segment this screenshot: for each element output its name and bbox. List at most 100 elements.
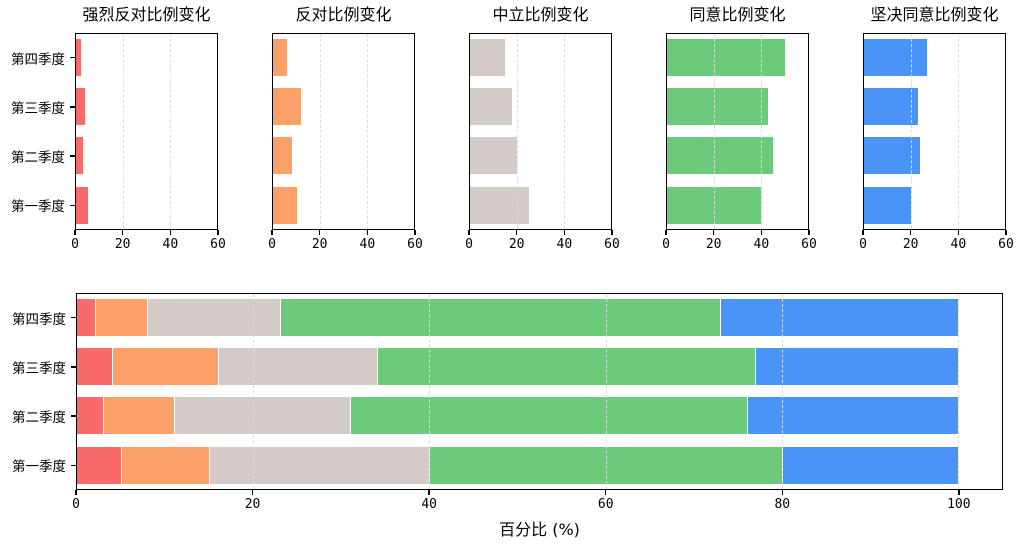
y-tick-label-q1: 第一季度 xyxy=(12,459,66,476)
disagree-bar-q1 xyxy=(273,186,297,224)
x-tick-mark xyxy=(910,230,912,235)
disagree-bar-q2 xyxy=(273,137,292,175)
gridline xyxy=(517,34,518,229)
x-tick-mark xyxy=(251,490,254,495)
y-tick-mark xyxy=(71,366,76,368)
x-tick-mark xyxy=(122,230,124,235)
stacked-percentage-q4-segment-3 xyxy=(279,298,721,336)
gridline xyxy=(781,294,783,489)
chart-title-strongly-agree: 坚决同意比例变化 xyxy=(870,5,999,24)
x-tick-label: 40 xyxy=(162,237,179,252)
x-tick-label: 40 xyxy=(950,237,967,252)
gridline xyxy=(605,294,607,489)
stacked-percentage-q4-segment-1 xyxy=(94,298,148,336)
x-tick-mark xyxy=(74,230,76,235)
subplot-agree xyxy=(666,33,809,230)
gridline xyxy=(761,34,762,229)
gridline xyxy=(958,34,959,229)
subplot-strongly-disagree xyxy=(75,33,218,230)
x-tick-label: 20 xyxy=(114,237,131,252)
x-tick-label: 20 xyxy=(508,237,525,252)
y-tick-label-q4: 第四季度 xyxy=(12,311,66,328)
y-tick-label-q1: 第一季度 xyxy=(11,199,65,216)
x-tick-label: 20 xyxy=(902,237,919,252)
x-tick-mark xyxy=(271,230,273,235)
gridline xyxy=(429,294,431,489)
x-tick-label: 40 xyxy=(556,237,573,252)
subplot-stacked-percentage xyxy=(76,293,1003,490)
strongly-agree-bar-q3 xyxy=(864,88,919,126)
strongly-disagree-bar-q4 xyxy=(76,38,81,76)
stacked-percentage-q4-segment-0 xyxy=(77,298,95,336)
x-tick-mark xyxy=(428,490,430,495)
x-tick-label: 20 xyxy=(311,237,328,252)
x-tick-label: 0 xyxy=(859,237,867,252)
stacked-percentage-q1-segment-4 xyxy=(781,446,958,484)
strongly-disagree-bar-q3 xyxy=(76,88,86,126)
x-axis-label: 百分比 (%) xyxy=(499,520,580,539)
neutral-bar-q4 xyxy=(470,38,506,76)
gridline xyxy=(123,34,124,229)
gridline xyxy=(170,34,171,229)
subplot-neutral xyxy=(469,33,612,230)
y-tick-mark xyxy=(71,464,76,467)
x-tick-mark xyxy=(414,230,416,235)
y-tick-label-q4: 第四季度 xyxy=(11,51,65,68)
x-tick-mark xyxy=(563,230,565,235)
stacked-percentage-q4-segment-2 xyxy=(147,298,280,336)
stacked-percentage-q4-segment-4 xyxy=(720,298,958,336)
y-tick-label-q3: 第三季度 xyxy=(12,360,66,377)
strongly-agree-bar-q2 xyxy=(864,137,921,175)
strongly-agree-bar-q1 xyxy=(864,186,911,224)
x-tick-label: 40 xyxy=(359,237,376,252)
x-tick-mark xyxy=(665,230,667,235)
y-tick-mark xyxy=(70,56,75,59)
x-tick-mark xyxy=(957,230,959,235)
gridline xyxy=(253,294,255,489)
subplot-disagree xyxy=(272,33,415,230)
stacked-percentage-q3-segment-1 xyxy=(112,348,218,386)
chart-title-strongly-disagree: 强烈反对比例变化 xyxy=(82,5,211,24)
agree-bar-q4 xyxy=(667,38,785,76)
x-tick-label: 60 xyxy=(998,237,1014,252)
y-tick-mark xyxy=(71,316,76,319)
agree-bar-q2 xyxy=(667,137,773,175)
strongly-agree-bar-q4 xyxy=(864,38,928,76)
x-tick-mark xyxy=(808,230,810,235)
gridline xyxy=(564,34,565,229)
gridline xyxy=(714,34,715,229)
neutral-bar-q2 xyxy=(470,137,517,175)
stacked-percentage-q2-segment-1 xyxy=(103,397,174,435)
stacked-percentage-q2-segment-3 xyxy=(350,397,747,435)
x-tick-mark xyxy=(713,230,715,235)
x-tick-label: 20 xyxy=(705,237,722,252)
x-tick-mark xyxy=(75,490,77,495)
chart-title-disagree: 反对比例变化 xyxy=(295,5,392,24)
x-tick-label: 0 xyxy=(268,237,276,252)
y-tick-mark xyxy=(70,106,75,108)
x-tick-mark xyxy=(611,230,613,235)
stacked-percentage-q1-segment-0 xyxy=(77,446,122,484)
chart-title-neutral: 中立比例变化 xyxy=(492,5,589,24)
x-tick-mark xyxy=(217,230,219,235)
x-tick-mark xyxy=(366,230,368,235)
x-tick-label: 60 xyxy=(801,237,817,252)
x-tick-mark xyxy=(760,230,762,235)
stacked-percentage-q1-segment-1 xyxy=(121,446,210,484)
neutral-bar-q1 xyxy=(470,186,529,224)
stacked-percentage-q2-segment-4 xyxy=(746,397,958,435)
x-tick-label: 0 xyxy=(71,237,79,252)
x-tick-mark xyxy=(605,490,607,495)
x-tick-mark xyxy=(319,230,321,235)
y-tick-mark xyxy=(70,204,75,207)
y-tick-mark xyxy=(70,155,75,157)
stacked-percentage-q3-segment-4 xyxy=(755,348,958,386)
stacked-percentage-q2-segment-0 xyxy=(77,397,104,435)
gridline xyxy=(367,34,368,229)
y-tick-label-q2: 第二季度 xyxy=(12,410,66,427)
x-tick-label: 0 xyxy=(465,237,473,252)
x-tick-label: 0 xyxy=(662,237,670,252)
x-tick-label: 80 xyxy=(774,497,791,512)
neutral-bar-q3 xyxy=(470,88,513,126)
